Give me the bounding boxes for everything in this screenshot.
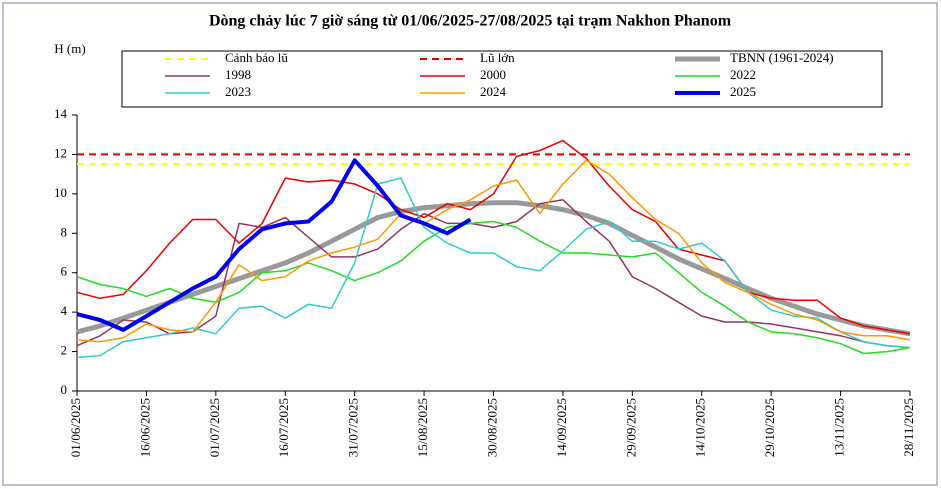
- legend-label: 2025: [730, 84, 756, 99]
- x-tick-label: 13/11/2025: [832, 398, 847, 457]
- legend-label: 1998: [225, 67, 251, 82]
- x-tick-label: 29/09/2025: [623, 398, 638, 457]
- y-tick-label: 8: [61, 224, 68, 239]
- legend-label: 2022: [730, 67, 756, 82]
- x-tick-label: 14/09/2025: [554, 398, 569, 457]
- y-tick-label: 10: [54, 185, 67, 200]
- series-line: [76, 159, 911, 343]
- x-tick-label: 29/10/2025: [762, 398, 777, 457]
- x-tick-label: 14/10/2025: [693, 398, 708, 457]
- x-tick-label: 30/08/2025: [484, 398, 499, 457]
- legend-label: 2024: [480, 84, 507, 99]
- y-tick-label: 2: [61, 343, 68, 358]
- x-tick-label: 01/07/2025: [207, 398, 222, 457]
- series-line: [76, 139, 911, 335]
- y-axis-label: H (m): [54, 41, 85, 56]
- x-tick-label: 31/07/2025: [346, 398, 361, 457]
- legend-label: 2000: [480, 67, 506, 82]
- series-line: [76, 177, 911, 359]
- x-tick-label: 28/11/2025: [901, 398, 916, 457]
- x-tick-label: 01/06/2025: [68, 398, 83, 457]
- x-tick-label: 16/07/2025: [276, 398, 291, 457]
- legend-label: 2023: [225, 84, 251, 99]
- x-tick-label: 15/08/2025: [415, 398, 430, 457]
- legend-box: [121, 50, 883, 108]
- series-line: [76, 199, 911, 349]
- y-tick-label: 14: [54, 106, 68, 121]
- legend-label: TBNN (1961-2024): [730, 50, 834, 65]
- y-tick-label: 12: [54, 145, 67, 160]
- y-tick-label: 6: [61, 264, 68, 279]
- y-tick-label: 4: [61, 303, 68, 318]
- legend-label: Cảnh báo lũ: [225, 50, 288, 65]
- chart-title: Dòng chảy lúc 7 giờ sáng từ 01/06/2025-2…: [209, 13, 732, 30]
- legend-label: Lũ lớn: [480, 50, 515, 65]
- series-line: [76, 158, 472, 332]
- x-tick-label: 16/06/2025: [137, 398, 152, 457]
- y-tick-label: 0: [61, 382, 68, 397]
